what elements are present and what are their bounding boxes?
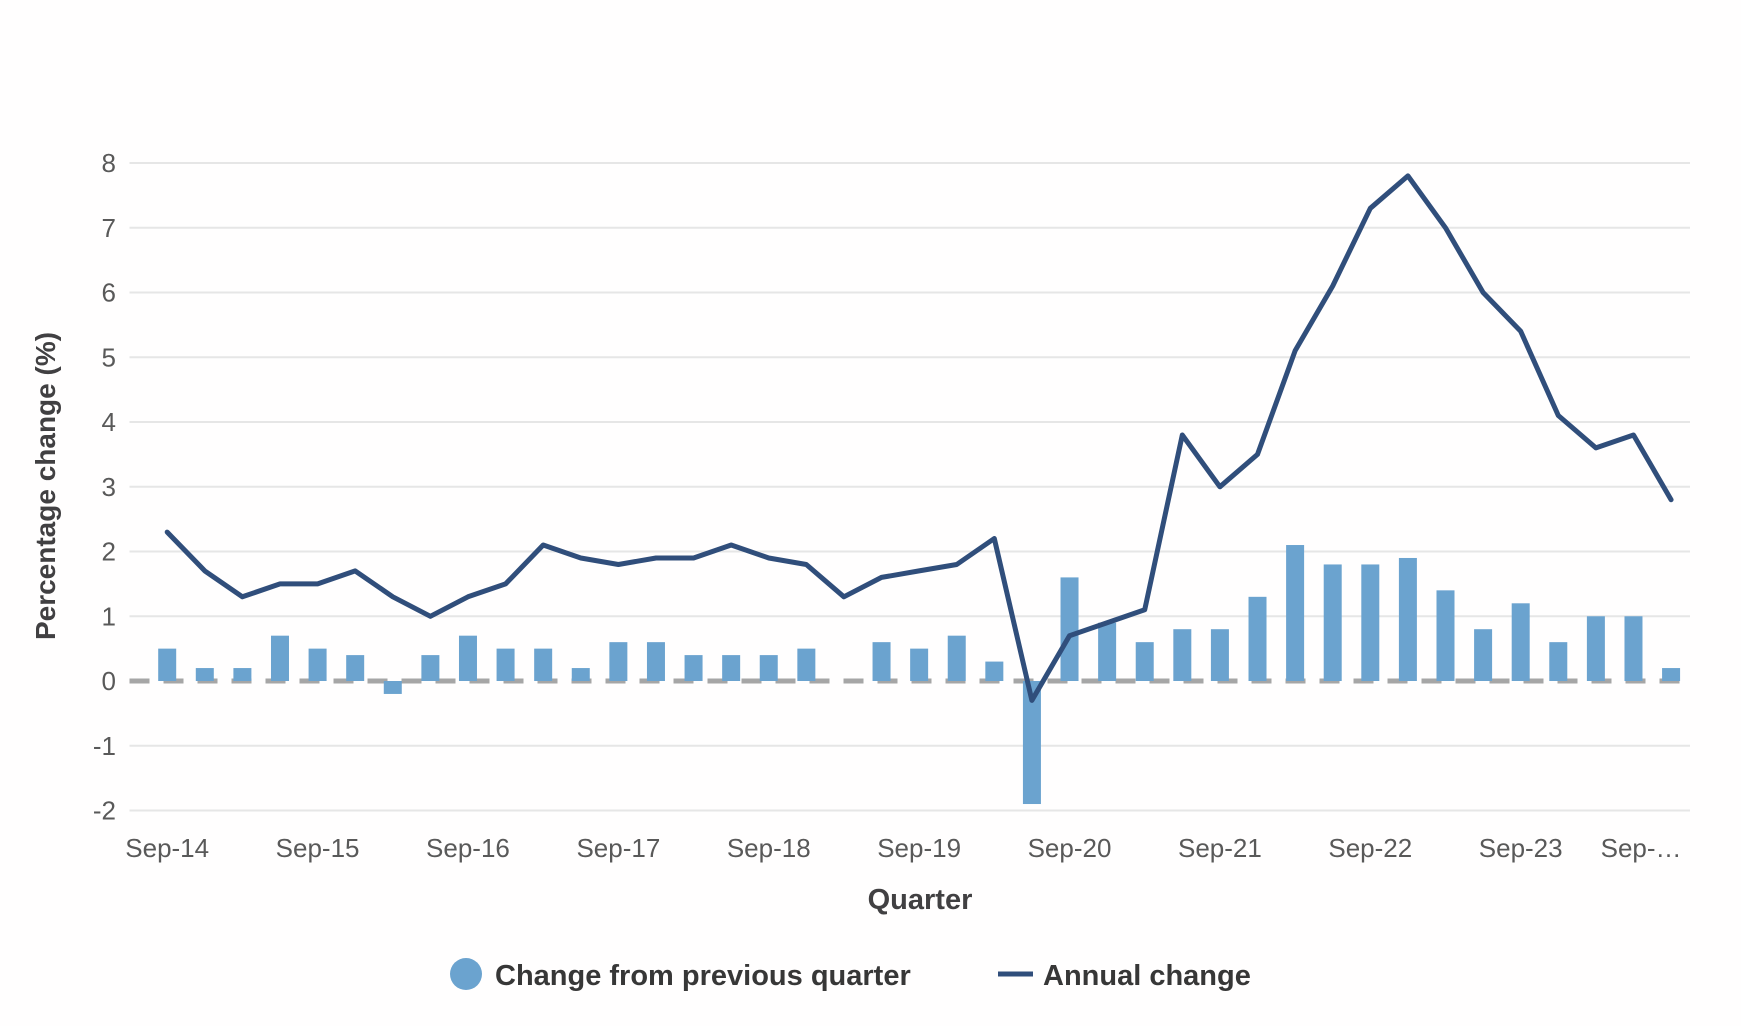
bar-Dec-14[interactable] [195,668,214,681]
bar-Mar-24[interactable] [1586,616,1605,681]
bar-Sep-15[interactable] [308,648,327,681]
legend-label-quarterly-change: Change from previous quarter [495,960,911,992]
legend-label-annual-change: Annual change [1043,960,1251,992]
bar-Mar-20[interactable] [985,661,1004,681]
annual-change-line-group [164,173,1674,703]
y-tick--2: -2 [93,796,116,826]
bar-Jun-17[interactable] [571,668,590,681]
x-tick-Sep-16: Sep-16 [426,833,510,863]
bar-Jun-19[interactable] [872,642,891,681]
bar-Dec-23[interactable] [1549,642,1568,681]
y-tick-7: 7 [102,213,116,243]
x-tick-Sep-19: Sep-19 [877,833,961,863]
x-tick-Sep-22: Sep-22 [1328,833,1412,863]
bar-Sep-16[interactable] [458,635,477,681]
bar-Dec-16[interactable] [496,648,515,681]
y-tick-8: 8 [102,148,116,178]
bar-Mar-17[interactable] [534,648,553,681]
bar-Sep-22[interactable] [1361,564,1380,681]
y-tick-6: 6 [102,278,116,308]
bar-Sep-18[interactable] [759,655,778,681]
bar-Sep-19[interactable] [910,648,929,681]
gridlines [129,162,1690,812]
bar-Sep-20[interactable] [1060,577,1079,681]
bar-Mar-15[interactable] [233,668,252,681]
x-axis-tick-labels: Sep-14 Sep-15 Sep-16 Sep-17 Sep-18 Sep-19 Sep-… [125,833,1681,863]
bar-Jun-20[interactable] [1022,681,1041,805]
bar-Dec-19[interactable] [947,635,966,681]
y-axis-title: Percentage change (%) [30,332,61,640]
bar-Dec-18[interactable] [797,648,816,681]
y-axis-tick-labels: -2 -1 0 1 2 3 4 5 6 7 8 [93,148,116,826]
bar-Jun-16[interactable] [421,655,440,681]
legend-item-quarterly-change[interactable]: Change from previous quarter [450,958,911,992]
y-tick-0: 0 [102,666,116,696]
bar-Mar-22[interactable] [1286,545,1305,681]
y-tick--1: -1 [93,731,116,761]
bar-Mar-23[interactable] [1436,590,1455,681]
x-tick-Sep-23: Sep-23 [1479,833,1563,863]
legend-circle-marker-icon [450,958,482,990]
x-tick-Sep-17: Sep-17 [576,833,660,863]
bar-Dec-15[interactable] [346,655,365,681]
bar-Dec-17[interactable] [646,642,665,681]
x-tick-Sep-…: Sep-… [1601,833,1682,863]
bar-Jun-18[interactable] [722,655,741,681]
x-tick-Sep-14: Sep-14 [125,833,209,863]
y-tick-2: 2 [102,537,116,567]
bar-Jun-21[interactable] [1173,629,1192,681]
y-tick-5: 5 [102,342,116,372]
bar-Sep-23[interactable] [1511,603,1530,681]
bar-Jun-22[interactable] [1323,564,1342,681]
bar-Mar-18[interactable] [684,655,703,681]
bar-Mar-21[interactable] [1135,642,1154,681]
bar-Jun-24[interactable] [1624,616,1643,681]
x-tick-Sep-21: Sep-21 [1178,833,1262,863]
bar-Sep-14[interactable] [158,648,177,681]
bar-Jun-15[interactable] [270,635,289,681]
y-tick-3: 3 [102,472,116,502]
x-tick-Sep-18: Sep-18 [727,833,811,863]
bar-Sep-17[interactable] [609,642,628,681]
x-axis-title: Quarter [868,884,973,916]
legend: Change from previous quarter Annual chan… [450,958,1251,992]
bar-Mar-16[interactable] [383,681,402,694]
legend-item-annual-change[interactable]: Annual change [998,960,1251,992]
bar-Dec-20[interactable] [1098,622,1117,681]
annual-change-line[interactable] [164,173,1674,703]
bar-Sep-21[interactable] [1210,629,1229,681]
bar-Dec-21[interactable] [1248,596,1267,681]
quarterly-change-bars [158,545,1681,805]
x-tick-Sep-20: Sep-20 [1028,833,1112,863]
bar-Jun-23[interactable] [1474,629,1493,681]
bar-Dec-22[interactable] [1398,557,1417,681]
x-tick-Sep-15: Sep-15 [276,833,360,863]
bar-Sep-24[interactable] [1662,668,1681,681]
y-tick-1: 1 [102,601,116,631]
y-tick-4: 4 [102,407,116,437]
